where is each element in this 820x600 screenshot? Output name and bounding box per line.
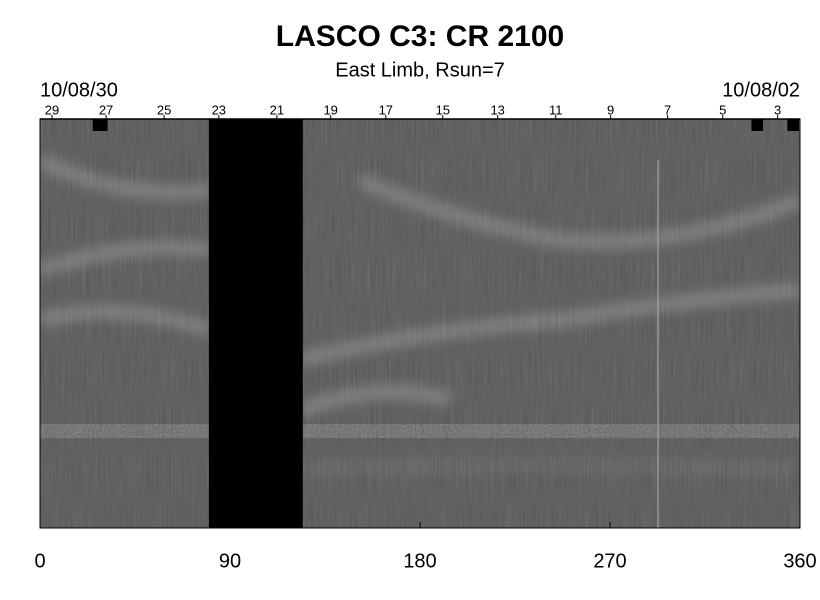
missing-marker xyxy=(751,119,764,131)
top-tick-label: 13 xyxy=(490,102,504,117)
occulter-band xyxy=(40,424,800,438)
top-tick-label: 9 xyxy=(607,102,614,117)
x-tick-label: 360 xyxy=(783,550,816,572)
top-tick-label: 29 xyxy=(45,102,59,117)
data-gap xyxy=(208,119,303,528)
missing-marker xyxy=(787,119,799,131)
x-tick-label: 90 xyxy=(219,550,241,572)
top-tick-label: 17 xyxy=(379,102,393,117)
image-texture xyxy=(40,119,800,528)
chart-title: LASCO C3: CR 2100 xyxy=(276,20,564,53)
x-tick-label: 0 xyxy=(34,550,45,572)
top-tick-label: 23 xyxy=(212,102,226,117)
chart-subtitle: East Limb, Rsun=7 xyxy=(335,59,505,81)
synoptic-image xyxy=(40,119,800,528)
top-tick-label: 25 xyxy=(157,102,171,117)
x-tick-label: 180 xyxy=(403,550,436,572)
top-tick-label: 7 xyxy=(664,102,671,117)
top-tick-label: 11 xyxy=(549,102,563,117)
top-tick-label: 19 xyxy=(323,102,337,117)
top-tick-label: 15 xyxy=(436,102,450,117)
missing-marker xyxy=(92,119,108,131)
start-date: 10/08/30 xyxy=(40,79,118,101)
end-date: 10/08/02 xyxy=(722,79,800,101)
top-tick-label: 21 xyxy=(270,102,284,117)
top-tick-label: 3 xyxy=(774,102,781,117)
top-tick-label: 5 xyxy=(719,102,726,117)
x-tick-label: 270 xyxy=(593,550,626,572)
top-tick-label: 27 xyxy=(99,102,113,117)
